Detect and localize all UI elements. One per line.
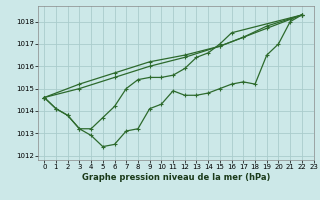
- X-axis label: Graphe pression niveau de la mer (hPa): Graphe pression niveau de la mer (hPa): [82, 173, 270, 182]
